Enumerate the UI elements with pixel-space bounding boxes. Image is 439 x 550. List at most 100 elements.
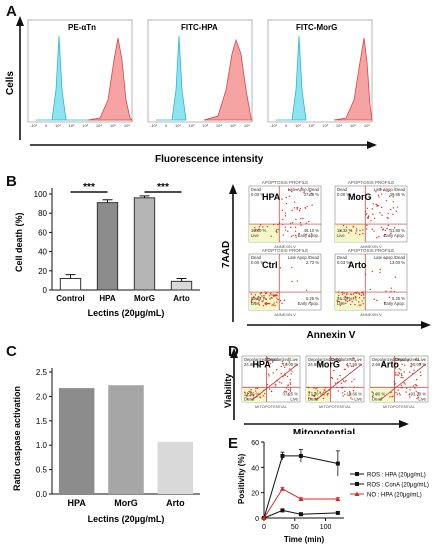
- event-dot: [272, 223, 275, 226]
- event-dot: [249, 395, 251, 397]
- hist-title: FITC-HPA: [181, 23, 218, 32]
- quadrant-ul-text: 0.03 %: [337, 260, 350, 265]
- event-dot: [336, 357, 338, 360]
- fluorescence-label: Fluorescence intensity: [155, 154, 264, 165]
- y-tick-label: 0.0: [36, 490, 48, 499]
- plot-header: APOPTOSIS PROFILE: [262, 180, 308, 185]
- event-dot: [340, 382, 343, 385]
- event-dot: [300, 218, 302, 220]
- event-dot: [377, 194, 380, 196]
- event-dot: [417, 359, 419, 361]
- event-dot: [282, 234, 284, 236]
- event-dot: [280, 373, 282, 375]
- event-dot: [264, 292, 267, 295]
- event-dot: [362, 293, 364, 296]
- x-tick-label: 0: [262, 524, 266, 531]
- histogram-pe-atn: PE-αTn: [27, 19, 133, 123]
- event-dot: [373, 217, 376, 220]
- event-dot: [322, 391, 325, 393]
- y-tick-label: 80: [38, 209, 47, 218]
- event-dot: [387, 217, 389, 219]
- live-quadrant: [242, 387, 267, 402]
- event-dot: [255, 387, 257, 390]
- event-dot: [299, 221, 302, 224]
- event-dot: [305, 233, 307, 235]
- event-dot: [246, 395, 248, 397]
- legend-marker: [354, 491, 360, 496]
- event-dot: [366, 224, 368, 226]
- event-dot: [290, 373, 292, 375]
- event-dot: [261, 300, 263, 303]
- event-dot: [352, 293, 355, 295]
- event-dot: [355, 296, 357, 299]
- event-dot: [291, 280, 293, 283]
- quadrant-lr-text: 19.66 %: [347, 391, 363, 396]
- event-dot: [363, 297, 365, 299]
- event-dot: [276, 368, 278, 371]
- event-dot: [333, 369, 335, 372]
- event-dot: [269, 292, 272, 294]
- event-dot: [283, 390, 286, 392]
- event-dot: [281, 209, 284, 212]
- live-quadrant: [370, 387, 395, 402]
- event-dot: [345, 226, 348, 228]
- event-dot: [419, 363, 422, 365]
- event-dot: [339, 304, 342, 307]
- event-dot: [346, 298, 349, 300]
- event-dot: [326, 394, 329, 396]
- event-dot: [269, 303, 271, 305]
- event-dot: [277, 298, 279, 301]
- event-dot: [365, 228, 368, 230]
- event-dot: [388, 296, 391, 299]
- event-dot: [254, 294, 257, 296]
- data-point: [298, 496, 304, 501]
- event-dot: [266, 226, 269, 228]
- quadrant-ur-text: Late Apop./Dead: [374, 255, 406, 260]
- tick-label: 0: [284, 123, 288, 128]
- event-dot: [350, 293, 353, 295]
- cells-label: Cells: [5, 71, 16, 95]
- event-dot: [288, 368, 291, 370]
- quadrant-ll-text: 16.40 %: [251, 228, 267, 233]
- panel-a-label: A: [6, 3, 17, 20]
- event-dot: [379, 271, 381, 274]
- event-dot: [387, 212, 389, 215]
- quadrant-lr-text: Early Apop.: [298, 233, 319, 238]
- event-dot: [342, 380, 345, 382]
- event-dot: [310, 398, 312, 400]
- event-dot: [284, 374, 286, 377]
- quadrant-ul-text: Dead: [251, 187, 262, 192]
- event-dot: [396, 393, 399, 395]
- event-dot: [316, 387, 318, 389]
- event-dot: [291, 266, 293, 268]
- plot-header: APOPTOSIS PROFILE: [348, 180, 394, 185]
- event-dot: [355, 230, 358, 232]
- event-dot: [348, 299, 351, 302]
- event-dot: [271, 304, 273, 306]
- event-dot: [277, 223, 279, 226]
- event-dot: [352, 365, 354, 368]
- y-axis-title: Ratio caspase activation: [12, 386, 22, 491]
- event-dot: [263, 392, 266, 395]
- event-dot: [364, 210, 367, 213]
- quadrant-ll-text: Live: [251, 301, 259, 306]
- event-dot: [349, 393, 352, 395]
- significance-label: ***: [157, 182, 169, 193]
- event-dot: [419, 371, 422, 373]
- event-dot: [313, 387, 315, 389]
- event-dot: [258, 228, 260, 231]
- panel-e-line-chart: 0 20 40 60 0 50 100 Positivity (%) Time (min) ROS…: [237, 440, 429, 544]
- event-dot: [362, 232, 364, 235]
- event-dot: [269, 362, 271, 365]
- category-label: MorG: [114, 498, 138, 508]
- event-dot: [358, 301, 360, 303]
- event-dot: [394, 374, 397, 376]
- event-dot: [381, 229, 384, 231]
- event-dot: [295, 234, 297, 237]
- event-dot: [268, 388, 271, 390]
- data-point: [298, 453, 303, 458]
- quadrant-lr-text: 93.30 %: [411, 391, 427, 396]
- event-dot: [292, 234, 294, 237]
